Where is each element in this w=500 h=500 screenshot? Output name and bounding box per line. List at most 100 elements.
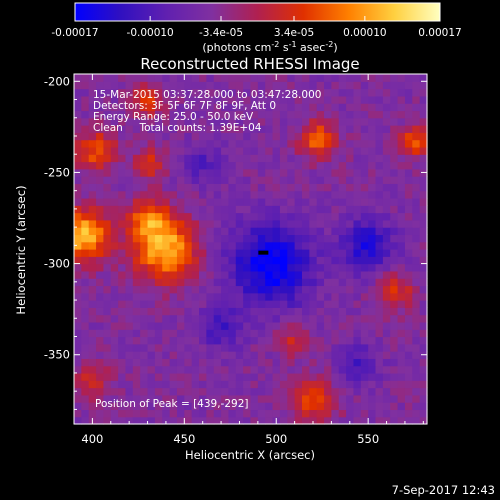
heatmap-cell	[287, 197, 296, 206]
heatmap-cell	[206, 300, 215, 308]
heatmap-cell	[419, 314, 428, 323]
heatmap-cell	[390, 343, 399, 352]
heatmap-cell	[309, 110, 318, 119]
heatmap-cell	[221, 285, 230, 294]
heatmap-cell	[250, 249, 259, 257]
heatmap-cell	[375, 249, 384, 257]
heatmap-cell	[103, 387, 112, 396]
heatmap-cell	[331, 300, 340, 308]
heatmap-cell	[169, 161, 178, 170]
heatmap-cell	[382, 219, 391, 228]
heatmap-cell	[81, 292, 90, 301]
heatmap-cell	[147, 307, 156, 316]
heatmap-cell	[272, 168, 281, 177]
heatmap-cell	[324, 402, 332, 411]
heatmap-cell	[338, 292, 347, 301]
heatmap-cell	[382, 285, 391, 294]
heatmap-cell	[324, 285, 332, 294]
heatmap-cell	[169, 278, 178, 287]
heatmap-cell	[272, 278, 281, 287]
heatmap-cell	[279, 394, 288, 403]
heatmap-cell	[176, 292, 185, 301]
heatmap-cell	[419, 321, 428, 330]
heatmap-cell	[412, 88, 421, 97]
heatmap-cell	[397, 146, 406, 155]
heatmap-cell	[272, 219, 281, 228]
heatmap-cell	[419, 183, 428, 192]
heatmap-cell	[213, 146, 222, 155]
colorbar-tick-label: -3.4e-05	[199, 27, 243, 39]
heatmap-cell	[118, 190, 127, 199]
heatmap-cell	[279, 139, 288, 148]
heatmap-cell	[169, 176, 178, 184]
heatmap-cell	[301, 110, 310, 119]
heatmap-cell	[287, 103, 296, 112]
heatmap-cell	[132, 154, 141, 163]
heatmap-cell	[309, 205, 318, 214]
heatmap-cell	[368, 263, 377, 272]
heatmap-cell	[257, 146, 266, 155]
heatmap-cell	[419, 241, 428, 250]
heatmap-cell	[191, 270, 200, 279]
heatmap-cell	[132, 365, 141, 374]
heatmap-cell	[199, 278, 207, 287]
heatmap-cell	[419, 227, 428, 236]
heatmap-cell	[360, 249, 369, 257]
heatmap-cell	[103, 307, 112, 316]
heatmap-cell	[243, 380, 252, 389]
heatmap-cell	[353, 314, 362, 323]
heatmap-cell	[140, 329, 149, 338]
heatmap-cell	[265, 161, 274, 170]
heatmap-cell	[103, 154, 112, 163]
heatmap-cell	[331, 234, 340, 243]
plot-frame	[73, 73, 428, 425]
heatmap-cell	[140, 300, 149, 308]
heatmap-cell	[397, 336, 406, 345]
heatmap-cell	[213, 132, 222, 141]
heatmap-cell	[338, 387, 347, 396]
heatmap-cell	[382, 125, 391, 133]
heatmap-cell	[404, 197, 413, 206]
heatmap-cell	[243, 205, 252, 214]
heatmap-cell	[110, 394, 119, 403]
heatmap-cell	[346, 176, 355, 184]
heatmap-cell	[265, 249, 274, 257]
heatmap-cell	[390, 81, 399, 90]
heatmap-cell	[103, 409, 112, 418]
heatmap-cell	[110, 270, 119, 279]
heatmap-cell	[176, 110, 185, 119]
heatmap-cell	[176, 176, 185, 184]
heatmap-cell	[74, 256, 82, 265]
heatmap-cell	[279, 197, 288, 206]
heatmap-cell	[382, 183, 391, 192]
heatmap-cell	[88, 88, 97, 97]
heatmap-cell	[162, 394, 171, 403]
heatmap-cell	[368, 183, 377, 192]
heatmap-cell	[176, 351, 185, 359]
heatmap-cell	[279, 132, 288, 141]
heatmap-cell	[419, 176, 428, 184]
heatmap-cell	[81, 241, 90, 250]
heatmap-cell	[257, 234, 266, 243]
heatmap-cell	[169, 168, 178, 177]
heatmap-cell	[390, 190, 399, 199]
heatmap-cell	[368, 270, 377, 279]
heatmap-cell	[287, 372, 296, 381]
heatmap-cell	[390, 409, 399, 418]
heatmap-cell	[353, 394, 362, 403]
heatmap-cell	[243, 249, 252, 257]
heatmap-cell	[346, 212, 355, 221]
heatmap-cell	[412, 132, 421, 141]
heatmap-cell	[103, 161, 112, 170]
colorbar: -0.00017 -0.00010 -3.4e-05 3.4e-05 0.00010 0.…	[51, 2, 462, 54]
heatmap-cell	[96, 278, 105, 287]
heatmap-cell	[221, 307, 230, 316]
heatmap-cell	[125, 103, 134, 112]
heatmap-cell	[221, 154, 230, 163]
heatmap-cell	[279, 212, 288, 221]
heatmap-cell	[397, 125, 406, 133]
heatmap-cell	[375, 256, 384, 265]
heatmap-cell	[103, 336, 112, 345]
heatmap-cell	[265, 154, 274, 163]
heatmap-cell	[368, 278, 377, 287]
